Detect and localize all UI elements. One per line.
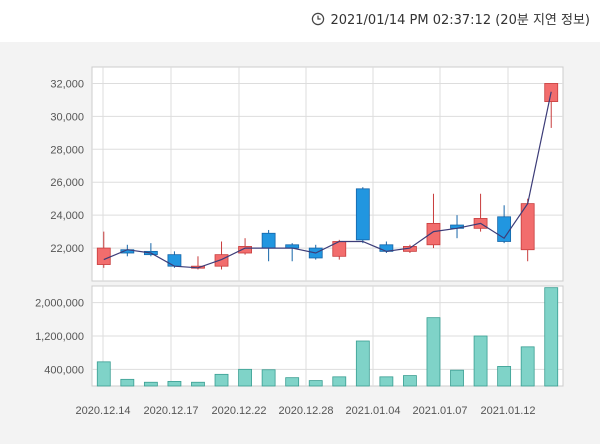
price-tick-label: 22,000 [50, 243, 84, 255]
volume-bar [238, 368, 252, 387]
volume-bar [214, 373, 229, 387]
timestamp-text: 2021/01/14 PM 02:37:12 (20분 지연 정보) [330, 13, 590, 28]
volume-bar [96, 361, 111, 387]
x-tick-label: 2021.01.12 [480, 405, 535, 417]
volume-bar [426, 317, 441, 387]
candle [238, 238, 252, 255]
price-plot-area [91, 66, 564, 282]
candle [497, 205, 512, 244]
volume-bar [191, 381, 205, 387]
volume-bar [355, 340, 370, 387]
clock-icon [312, 12, 325, 25]
price-tick-label: 30,000 [50, 111, 84, 123]
candle-body [214, 254, 229, 267]
price-tick-label: 24,000 [50, 210, 84, 222]
x-tick-label: 2020.12.17 [143, 405, 198, 417]
volume-bar [544, 287, 559, 387]
candle-body [261, 232, 276, 249]
header: 2021/01/14 PM 02:37:12 (20분 지연 정보) [0, 0, 600, 42]
candle [214, 241, 229, 270]
volume-bar [308, 380, 323, 387]
volume-bar [520, 346, 535, 387]
x-tick-label: 2020.12.22 [211, 405, 266, 417]
candle-body [355, 188, 370, 241]
volume-bar [261, 369, 276, 387]
candle-body [238, 246, 252, 254]
volume-bar [379, 376, 394, 387]
volume-bar [285, 377, 300, 387]
volume-bar [167, 381, 182, 387]
x-tick-label: 2021.01.04 [345, 405, 400, 417]
volume-bar [450, 369, 464, 387]
candle [355, 187, 370, 244]
volume-bar [120, 378, 135, 387]
price-line [103, 91, 552, 269]
timestamp: 2021/01/14 PM 02:37:12 (20분 지연 정보) [311, 9, 590, 28]
volume-bar [497, 366, 512, 387]
candle [426, 193, 441, 249]
price-tick-label: 32,000 [50, 78, 84, 90]
volume-tick-label: 1,200,000 [35, 331, 84, 343]
volume-bar [332, 376, 347, 387]
candle [332, 239, 347, 260]
candle [520, 198, 535, 262]
volume-bar [473, 335, 488, 387]
volume-tick-label: 400,000 [44, 364, 84, 376]
volume-bar [403, 375, 417, 387]
x-tick-label: 2021.01.07 [412, 405, 467, 417]
x-tick-label: 2020.12.14 [75, 405, 130, 417]
price-tick-label: 26,000 [50, 177, 84, 189]
price-tick-label: 28,000 [50, 144, 84, 156]
candle-body [167, 254, 182, 267]
candle [96, 231, 111, 268]
candle-body [96, 247, 111, 265]
volume-bar [143, 381, 158, 387]
x-tick-label: 2020.12.28 [278, 405, 333, 417]
volume-tick-label: 2,000,000 [35, 298, 84, 310]
candle-body [426, 222, 441, 246]
